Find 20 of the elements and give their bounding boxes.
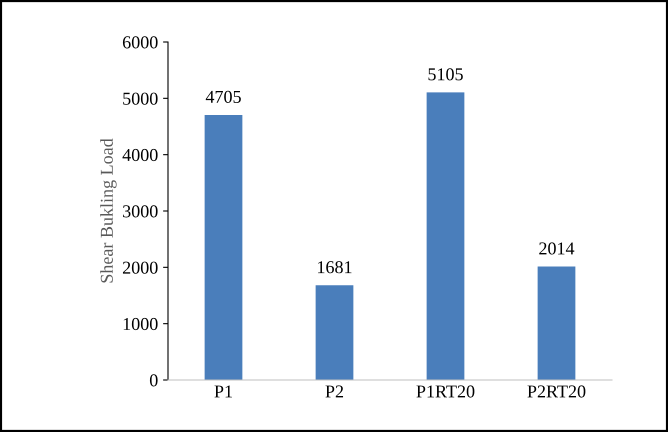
bar — [426, 92, 464, 380]
data-label: 5105 — [428, 68, 463, 80]
x-tick-label: P2RT20 — [527, 385, 586, 398]
y-tick-label: 2000 — [122, 262, 158, 274]
data-label: 2014 — [539, 242, 574, 255]
bar — [538, 266, 576, 380]
y-tick-label: 5000 — [123, 92, 158, 105]
y-tick-label: 3000 — [123, 205, 158, 218]
y-tick-label: 0 — [150, 374, 158, 386]
data-label: 4705 — [206, 90, 241, 103]
bar — [204, 114, 242, 380]
y-tick-label: 4000 — [122, 148, 158, 162]
data-label: 1681 — [318, 261, 352, 274]
y-tick-label: 1000 — [124, 318, 158, 330]
y-tick-label: 6000 — [122, 36, 158, 48]
bar — [316, 285, 354, 380]
x-tick-label: P2 — [325, 385, 344, 398]
x-tick-label: P1 — [214, 385, 232, 398]
x-tick-label: P1RT20 — [416, 385, 474, 398]
y-axis-title: Shear Bukling Load — [100, 138, 117, 283]
